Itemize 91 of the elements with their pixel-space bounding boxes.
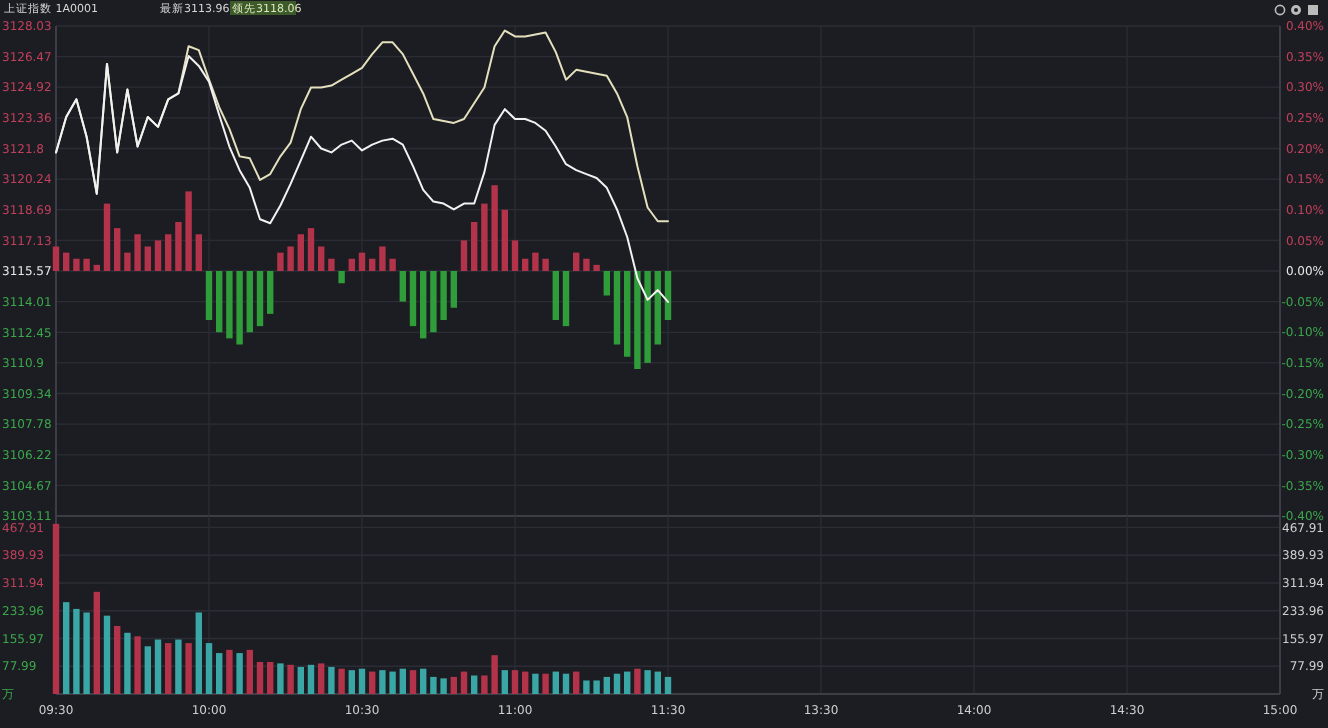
bar: [511, 240, 519, 271]
bar: [399, 271, 406, 302]
bar: [63, 602, 70, 694]
bar: [613, 271, 621, 345]
bar: [664, 676, 672, 694]
bar: [420, 271, 427, 339]
bar: [205, 271, 213, 320]
bar: [501, 209, 508, 271]
bar: [328, 666, 335, 694]
bar: [328, 258, 335, 271]
bar: [409, 670, 417, 694]
bar: [562, 673, 570, 694]
bar: [471, 222, 478, 271]
bar: [450, 271, 457, 308]
bar: [562, 271, 570, 327]
bar: [195, 234, 202, 271]
bar: [624, 271, 631, 357]
bar: [185, 643, 192, 694]
bar: [63, 252, 70, 271]
bar: [154, 240, 162, 271]
bar: [205, 643, 213, 694]
bar: [216, 271, 223, 333]
bar: [522, 258, 529, 271]
bar: [552, 271, 559, 320]
bar: [246, 271, 253, 333]
bar: [216, 653, 223, 694]
bar: [542, 673, 549, 694]
bar: [318, 246, 325, 271]
bar: [654, 271, 661, 345]
bar: [195, 612, 202, 694]
bar: [603, 271, 610, 296]
bar: [318, 663, 325, 694]
bar: [338, 271, 345, 284]
bar: [256, 271, 264, 327]
bar: [93, 591, 100, 694]
bar: [338, 668, 345, 694]
bar: [307, 228, 315, 271]
bar: [644, 670, 651, 694]
bar: [573, 671, 580, 694]
bar: [460, 240, 468, 271]
line-series: [55, 55, 669, 303]
bar: [348, 258, 355, 271]
bar: [634, 668, 641, 694]
bar: [165, 643, 172, 694]
bar: [246, 649, 253, 694]
bar: [511, 670, 519, 694]
bar: [52, 523, 60, 694]
bar: [297, 234, 304, 271]
bar: [450, 676, 457, 694]
bar: [297, 666, 304, 694]
bar: [471, 675, 478, 694]
bar: [114, 626, 121, 694]
bar: [522, 671, 529, 694]
bar: [256, 661, 264, 694]
bar: [307, 664, 315, 694]
bar: [532, 673, 539, 694]
bar: [664, 271, 672, 320]
bar: [236, 653, 243, 694]
bar: [654, 671, 661, 694]
bar: [287, 664, 294, 694]
bar: [399, 668, 406, 694]
bar: [369, 258, 376, 271]
bar: [501, 670, 508, 694]
bar: [420, 668, 427, 694]
bar: [358, 668, 366, 694]
bar: [103, 203, 111, 271]
bar: [93, 264, 100, 271]
bar: [134, 636, 141, 694]
bar: [277, 663, 284, 694]
bar: [175, 639, 182, 694]
bar: [267, 661, 274, 694]
bar: [552, 671, 559, 694]
bar: [613, 673, 621, 694]
bar: [603, 676, 610, 694]
bar: [154, 639, 162, 694]
bar: [165, 234, 172, 271]
bar: [267, 271, 274, 314]
bar: [460, 671, 468, 694]
bar: [573, 252, 580, 271]
bar: [409, 271, 417, 327]
bar: [348, 670, 355, 694]
bar: [124, 632, 131, 694]
bar: [358, 252, 366, 271]
bar: [369, 671, 376, 694]
bar: [114, 228, 121, 271]
bar: [624, 671, 631, 694]
bar: [144, 246, 151, 271]
bar: [144, 646, 151, 694]
bar: [226, 649, 233, 694]
bar: [103, 615, 111, 694]
bar: [52, 246, 60, 271]
